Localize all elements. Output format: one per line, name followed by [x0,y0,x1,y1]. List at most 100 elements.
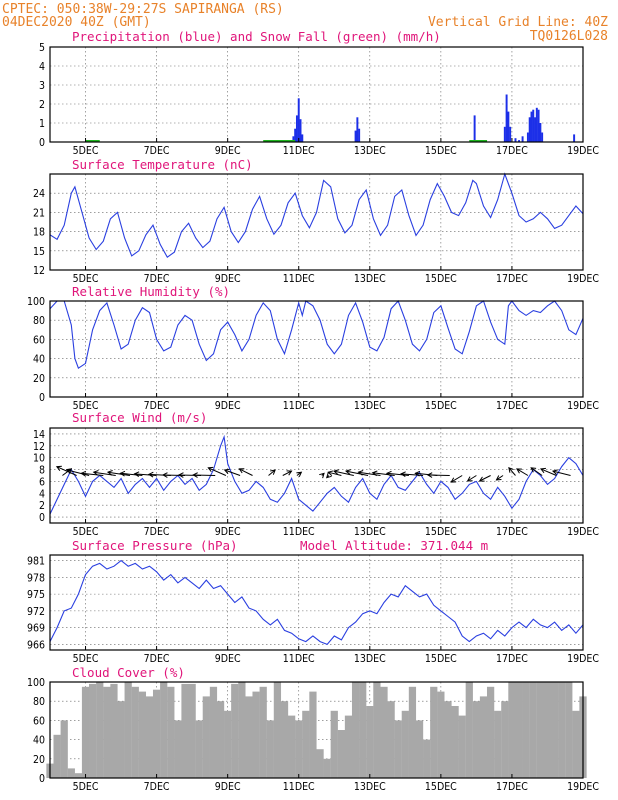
x-tick-label: 19DEC [567,400,599,412]
x-tick-label: 11DEC [283,781,315,793]
panel-title: Precipitation (blue) and Snow Fall (gree… [72,29,441,44]
bar [529,682,537,778]
bar [380,686,388,778]
y-tick-label: 24 [33,188,45,200]
bar [465,682,473,778]
x-tick-label: 13DEC [354,781,386,793]
bar [216,701,225,778]
x-tick-label: 13DEC [354,145,386,157]
panel-2: 0 20 40 60 80 100 5DEC 7DEC 9DEC 11DEC 13DEC 15DEC 1… [27,284,599,412]
wind-arrow [401,473,424,476]
y-tick-label: 80 [33,696,45,708]
bar [202,696,210,778]
y-tick-label: 40 [33,735,45,747]
y-tick-label: 981 [27,556,45,568]
series-line [49,299,584,370]
bar [167,686,175,778]
bar [515,682,523,778]
x-tick-label: 13DEC [354,400,386,412]
bar [518,140,521,142]
bar [550,682,559,778]
wind-arrow [540,468,557,476]
y-tick-label: 0 [39,392,45,404]
x-tick-label: 5DEC [73,526,99,538]
panel-annotation: Model Altitude: 371.044 m [300,538,488,553]
y-tick-label: 80 [33,315,45,327]
wind-arrow [358,471,381,476]
wind-arrow-head [516,468,522,474]
bar [507,111,510,142]
bar [522,682,530,778]
wind-arrow [56,466,77,476]
y-tick-label: 969 [27,623,45,635]
x-tick-label: 7DEC [144,781,170,793]
x-tick-label: 19DEC [567,145,599,157]
bar [195,720,203,778]
y-tick-label: 3 [39,80,45,92]
bar [356,117,359,142]
bar [505,94,508,142]
bar [359,682,367,778]
y-tick-label: 12 [33,265,45,277]
bar [535,107,538,142]
y-tick-label: 0 [39,512,45,524]
bar [295,115,298,142]
wind-arrow [333,470,354,476]
wind-arrow [508,467,516,476]
bar [67,768,75,778]
wind-arrow [81,472,104,476]
wind-arrow [239,468,253,476]
panel-title: Surface Temperature (nC) [72,157,253,172]
bar [266,720,274,778]
bar [145,696,154,778]
panel-frame [49,46,584,143]
y-tick-label: 18 [33,227,45,239]
bar [532,109,535,142]
bar [530,111,533,142]
bar [509,126,512,142]
x-tick-label: 17DEC [496,400,528,412]
wind-arrow-head [238,468,245,474]
x-tick-label: 17DEC [496,273,528,285]
bar [131,686,139,778]
wind-arrow-head [426,472,433,478]
wind-arrow [467,475,477,482]
wind-arrow-head [119,470,126,477]
bar [451,706,459,778]
y-tick-label: 40 [33,354,45,366]
wind-arrow [345,470,369,476]
y-tick-label: 2 [39,99,45,111]
header-model: TQ0126L028 [530,29,608,44]
x-tick-label: 9DEC [215,400,241,412]
bar [473,115,476,142]
bar [354,130,357,142]
y-tick-label: 100 [27,677,45,689]
bar [401,710,409,778]
wind-arrow-head [466,476,473,482]
bar [273,682,282,778]
bar [53,734,61,778]
wind-arrow-head [400,471,406,477]
wind-arrow [208,467,227,476]
x-tick-label: 5DEC [73,653,99,665]
wind-arrow [282,470,292,476]
wind-arrow [516,468,529,476]
panel-title: Surface Pressure (hPa) [72,538,238,553]
wind-arrow-head [55,465,62,471]
x-tick-label: 7DEC [144,526,170,538]
bar [96,682,104,778]
header-location: CPTEC: 050:38W-29:27S SAPIRANGA (RS) [2,2,284,17]
wind-arrow-head [508,467,514,473]
x-tick-label: 7DEC [144,145,170,157]
wind-arrow-head [478,476,485,482]
bar [472,701,481,778]
wind-arrow-head [385,470,392,477]
header-grid-line: Vertical Grid Line: 40Z [428,15,608,30]
bar [394,720,402,778]
wind-arrow [328,471,342,476]
wind-arrow-head [296,471,303,477]
bar [430,686,438,778]
x-tick-label: 15DEC [425,653,457,665]
x-tick-label: 5DEC [73,781,99,793]
y-tick-label: 975 [27,589,45,601]
